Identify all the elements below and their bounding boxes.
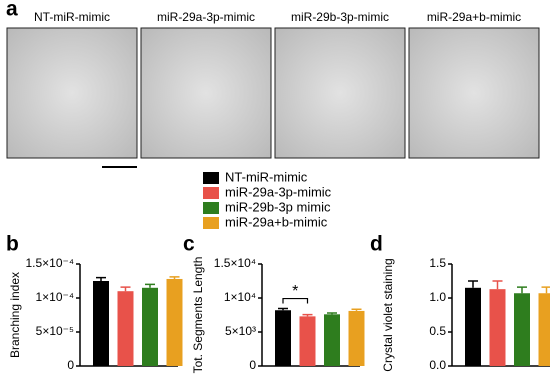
- y-axis-label: Branching index: [8, 272, 22, 358]
- significance-label: *: [292, 283, 298, 300]
- legend-swatch: [203, 217, 219, 229]
- y-tick-label: 1×10⁴: [224, 290, 256, 304]
- bar: [514, 293, 530, 366]
- y-tick-label: 1.5×10⁻⁴: [25, 256, 74, 270]
- legend-label: miR-29a+b-mimic: [225, 214, 328, 229]
- legend-swatch: [203, 202, 219, 214]
- error-bar: [145, 283, 155, 288]
- error-bar: [169, 276, 180, 279]
- bar: [348, 310, 365, 366]
- bar: [324, 314, 340, 366]
- legend-swatch: [203, 187, 219, 199]
- bar: [299, 316, 316, 366]
- bar: [275, 310, 291, 366]
- panel-label: d: [370, 233, 383, 256]
- error-bar: [302, 313, 313, 317]
- y-tick-label: 1.0: [429, 290, 446, 304]
- bar: [166, 278, 183, 366]
- micrograph: [6, 27, 138, 159]
- error-bar: [120, 286, 131, 292]
- micrograph: [408, 27, 540, 159]
- error-bar: [492, 280, 503, 290]
- panel-label: b: [6, 233, 19, 256]
- y-tick-label: 0: [67, 358, 74, 372]
- image-label: miR-29a-3p-mimic: [157, 10, 255, 24]
- error-bar: [517, 286, 527, 294]
- legend-label: NT-miR-mimic: [225, 169, 308, 184]
- bar: [117, 291, 134, 366]
- legend-swatch: [203, 172, 219, 184]
- error-bar: [327, 312, 337, 315]
- panel-label: c: [183, 233, 195, 256]
- panel-label: a: [6, 0, 18, 21]
- y-tick-label: 5×10⁻⁵: [36, 324, 74, 338]
- y-tick-label: 1×10⁻⁴: [35, 290, 74, 304]
- y-tick-label: 0.0: [429, 358, 446, 372]
- y-tick-label: 1.5: [429, 256, 446, 270]
- error-bar: [278, 307, 288, 311]
- bar: [142, 287, 158, 366]
- y-tick-label: 0.5: [429, 324, 446, 338]
- y-tick-label: 5×10³: [225, 324, 256, 338]
- y-tick-label: 0: [249, 358, 256, 372]
- legend-label: miR-29b-3p mimic: [225, 199, 331, 214]
- bar: [538, 293, 550, 366]
- error-bar: [468, 280, 478, 288]
- bar: [465, 287, 481, 366]
- micrograph: [140, 27, 272, 159]
- error-bar: [96, 276, 106, 281]
- micrograph: [274, 27, 406, 159]
- y-axis-label: Crystal violet staining: [381, 258, 395, 371]
- y-tick-label: 1.5×10⁴: [214, 256, 256, 270]
- legend-label: miR-29a-3p-mimic: [225, 184, 332, 199]
- image-label: miR-29b-3p-mimic: [291, 10, 389, 24]
- error-bar: [351, 308, 362, 311]
- y-axis-label: Tot. Segments Length: [191, 257, 205, 374]
- significance-bracket: [282, 297, 309, 304]
- bar: [489, 289, 506, 366]
- bar: [93, 281, 109, 366]
- image-label: miR-29a+b-mimic: [427, 10, 521, 24]
- error-bar: [541, 286, 550, 294]
- image-label: NT-miR-mimic: [34, 10, 110, 24]
